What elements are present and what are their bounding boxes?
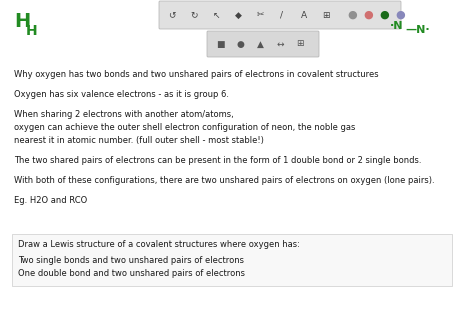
Text: ⊞: ⊞ <box>296 40 304 48</box>
Text: With both of these configurations, there are two unshared pairs of electrons on : With both of these configurations, there… <box>14 176 435 185</box>
Text: —N·: —N· <box>405 25 429 35</box>
Text: ●: ● <box>363 10 373 20</box>
Text: The two shared pairs of electrons can be present in the form of 1 double bond or: The two shared pairs of electrons can be… <box>14 156 421 165</box>
Text: Why oxygen has two bonds and two unshared pairs of electrons in covalent structu: Why oxygen has two bonds and two unshare… <box>14 70 379 79</box>
Text: ◆: ◆ <box>235 10 241 20</box>
Text: ■: ■ <box>216 40 224 48</box>
Text: ↻: ↻ <box>190 10 198 20</box>
FancyBboxPatch shape <box>207 31 319 57</box>
Text: One double bond and two unshared pairs of electrons: One double bond and two unshared pairs o… <box>18 269 245 278</box>
Text: /: / <box>281 10 283 20</box>
Text: ⊞: ⊞ <box>322 10 330 20</box>
Text: ↔: ↔ <box>276 40 284 48</box>
Text: Two single bonds and two unshared pairs of electrons: Two single bonds and two unshared pairs … <box>18 256 244 265</box>
Text: When sharing 2 electrons with another atom/atoms,: When sharing 2 electrons with another at… <box>14 110 234 119</box>
Text: H: H <box>14 12 30 31</box>
Text: ●: ● <box>379 10 389 20</box>
Text: ↖: ↖ <box>212 10 220 20</box>
Text: A: A <box>301 10 307 20</box>
Text: oxygen can achieve the outer shell electron configuration of neon, the noble gas: oxygen can achieve the outer shell elect… <box>14 123 356 132</box>
Text: ▲: ▲ <box>256 40 264 48</box>
Bar <box>12 234 452 286</box>
Text: ·N: ·N <box>390 21 403 31</box>
Text: nearest it in atomic number. (full outer shell - most stable!): nearest it in atomic number. (full outer… <box>14 136 264 145</box>
Text: H: H <box>26 24 37 38</box>
Text: ●: ● <box>347 10 357 20</box>
Text: Eg. H2O and RCO: Eg. H2O and RCO <box>14 196 87 205</box>
Text: Draw a Lewis structure of a covalent structures where oxygen has:: Draw a Lewis structure of a covalent str… <box>18 240 300 249</box>
Text: ●: ● <box>395 10 405 20</box>
Text: ↺: ↺ <box>168 10 176 20</box>
Text: ✂: ✂ <box>256 10 264 20</box>
FancyBboxPatch shape <box>159 1 401 29</box>
Text: ●: ● <box>236 40 244 48</box>
Text: Oxygen has six valence electrons - as it is group 6.: Oxygen has six valence electrons - as it… <box>14 90 229 99</box>
